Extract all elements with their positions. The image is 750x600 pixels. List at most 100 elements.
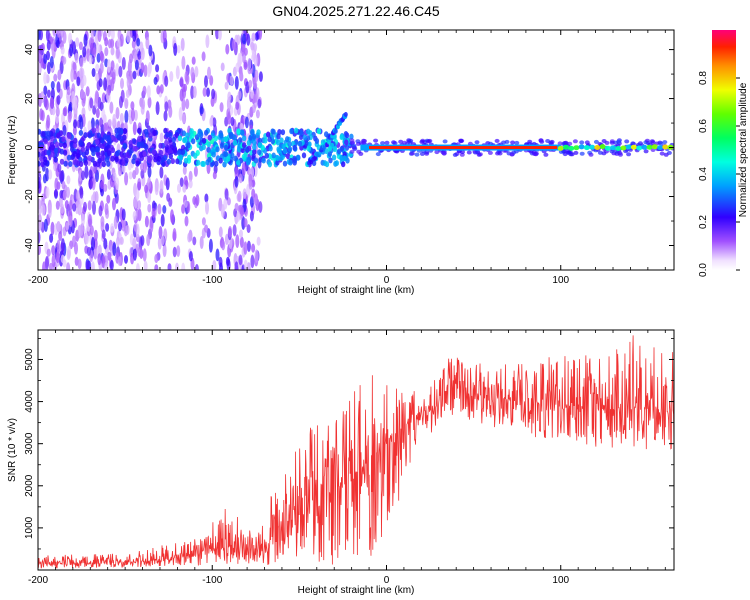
spectrogram-cell	[183, 199, 188, 208]
spectrogram-cell	[38, 128, 42, 135]
spectrogram-cell	[219, 102, 224, 113]
spectrogram-cell	[110, 155, 115, 162]
spectrogram-cell	[86, 246, 91, 256]
spectrogram-cell	[332, 146, 338, 153]
spectrogram-cell	[215, 146, 220, 153]
spectrogram-cell	[46, 248, 51, 257]
spectrogram-cell	[164, 75, 169, 87]
spectrogram-cell	[257, 98, 262, 109]
spectrogram-cell	[292, 145, 298, 152]
spectrogram-cell	[56, 221, 61, 233]
spectrogram-cell	[182, 165, 187, 176]
spectrogram-cell	[196, 159, 201, 166]
spectrogram-cell	[72, 61, 77, 71]
spectrogram-cell	[532, 152, 538, 156]
spectrogram-cell	[324, 161, 330, 168]
spectrogram-cell	[349, 133, 354, 140]
spectrogram-cell	[327, 145, 332, 152]
spectrogram-cell	[267, 136, 272, 143]
spectrogram-cell	[597, 150, 603, 155]
spectrogram-cell	[243, 218, 248, 228]
spectrogram-cell	[76, 190, 80, 203]
spectrogram-cell	[275, 139, 281, 146]
spectrogram-cell	[38, 50, 43, 64]
spectrogram-cell	[104, 261, 109, 270]
spectrogram-cell	[73, 119, 78, 129]
spectrogram-cell	[306, 145, 311, 152]
spectrogram-cell	[67, 133, 72, 140]
spectrogram-cell	[175, 158, 180, 165]
spectrogram-cell	[630, 144, 637, 150]
colorbar-tick-label: 0.0	[698, 263, 709, 277]
spectrogram-cell	[475, 149, 480, 154]
spectrogram-cell	[195, 194, 200, 207]
spectrogram-cell	[46, 39, 51, 51]
spectrogram-cell	[108, 118, 112, 127]
spectrogram-cell	[229, 75, 234, 86]
spectrogram-cell	[145, 110, 150, 123]
spectrogram-cell	[256, 129, 261, 136]
spectrogram-cell	[118, 166, 123, 177]
spectrogram-cell	[140, 47, 145, 61]
spectrogram-cell	[241, 162, 246, 177]
spectrogram-cell	[419, 139, 425, 144]
spectrogram-cell	[188, 170, 193, 182]
spectrogram-cell	[246, 159, 251, 166]
spectrogram-cell	[408, 138, 414, 143]
spectrogram-cell	[179, 76, 184, 88]
spectrogram-cell	[103, 183, 108, 192]
spectrogram-cell	[187, 154, 192, 161]
spectrogram-cell	[42, 156, 48, 163]
spectrogram-cell	[50, 221, 55, 236]
spectrogram-cell	[189, 128, 194, 135]
spectrogram-cell	[135, 160, 140, 167]
spectrogram-cell	[66, 186, 70, 199]
spectrogram-cell	[63, 160, 68, 167]
spectrogram-cell	[268, 145, 273, 152]
spectrogram-cell	[59, 148, 64, 155]
spectrogram-cell	[242, 33, 246, 45]
spectrogram-cell	[45, 167, 50, 182]
spectrogram-cell	[174, 132, 180, 138]
spectrogram-cell	[104, 47, 109, 57]
spectrogram-cell	[56, 81, 61, 93]
spectrogram-cell	[643, 149, 649, 154]
spectrogram-cell	[164, 101, 169, 112]
spectrogram-cell	[125, 151, 130, 158]
spectrogram-cell	[158, 226, 163, 239]
spectrogram-cell	[510, 140, 516, 145]
spectrogram-cell	[106, 150, 112, 157]
spectrogram-cell	[256, 236, 261, 246]
spectrogram-cell	[94, 190, 99, 204]
spectrogram-cell	[232, 224, 237, 237]
spectrogram-cell	[344, 132, 350, 139]
spectrogram-cell	[99, 117, 104, 128]
spectrogram-cell	[343, 112, 348, 117]
spectrogram-cell	[225, 44, 230, 55]
spectrogram-cell	[75, 37, 80, 47]
spectrogram-cell	[241, 135, 247, 142]
spectrogram-cell	[95, 138, 100, 145]
spectrogram-cell	[144, 144, 149, 150]
spectrogram-cell	[92, 200, 96, 215]
spectrogram-cell	[38, 244, 41, 255]
spectrogram-cell	[179, 88, 184, 102]
spectrogram-cell	[146, 64, 151, 78]
spectrogram-cell	[72, 142, 78, 149]
spectrogram-cell	[112, 113, 117, 126]
spectrogram-cell	[132, 210, 137, 221]
spectrogram-cell	[275, 155, 280, 162]
spectrogram-cell	[74, 52, 79, 64]
spectrogram-cell	[183, 83, 188, 92]
spectrogram-cell	[78, 161, 84, 167]
spectrogram-cell	[172, 227, 177, 242]
spectrogram-cell	[106, 59, 111, 73]
spectrogram-cell	[110, 30, 115, 40]
spectrogram-cell	[427, 138, 433, 143]
spectrogram-cell	[88, 54, 93, 65]
spectrogram-cell	[157, 236, 162, 250]
spectrogram-cell	[137, 181, 142, 191]
spectrogram-cell	[38, 231, 41, 244]
spectrogram-cell	[143, 128, 149, 135]
spectrogram-cell	[41, 131, 46, 138]
